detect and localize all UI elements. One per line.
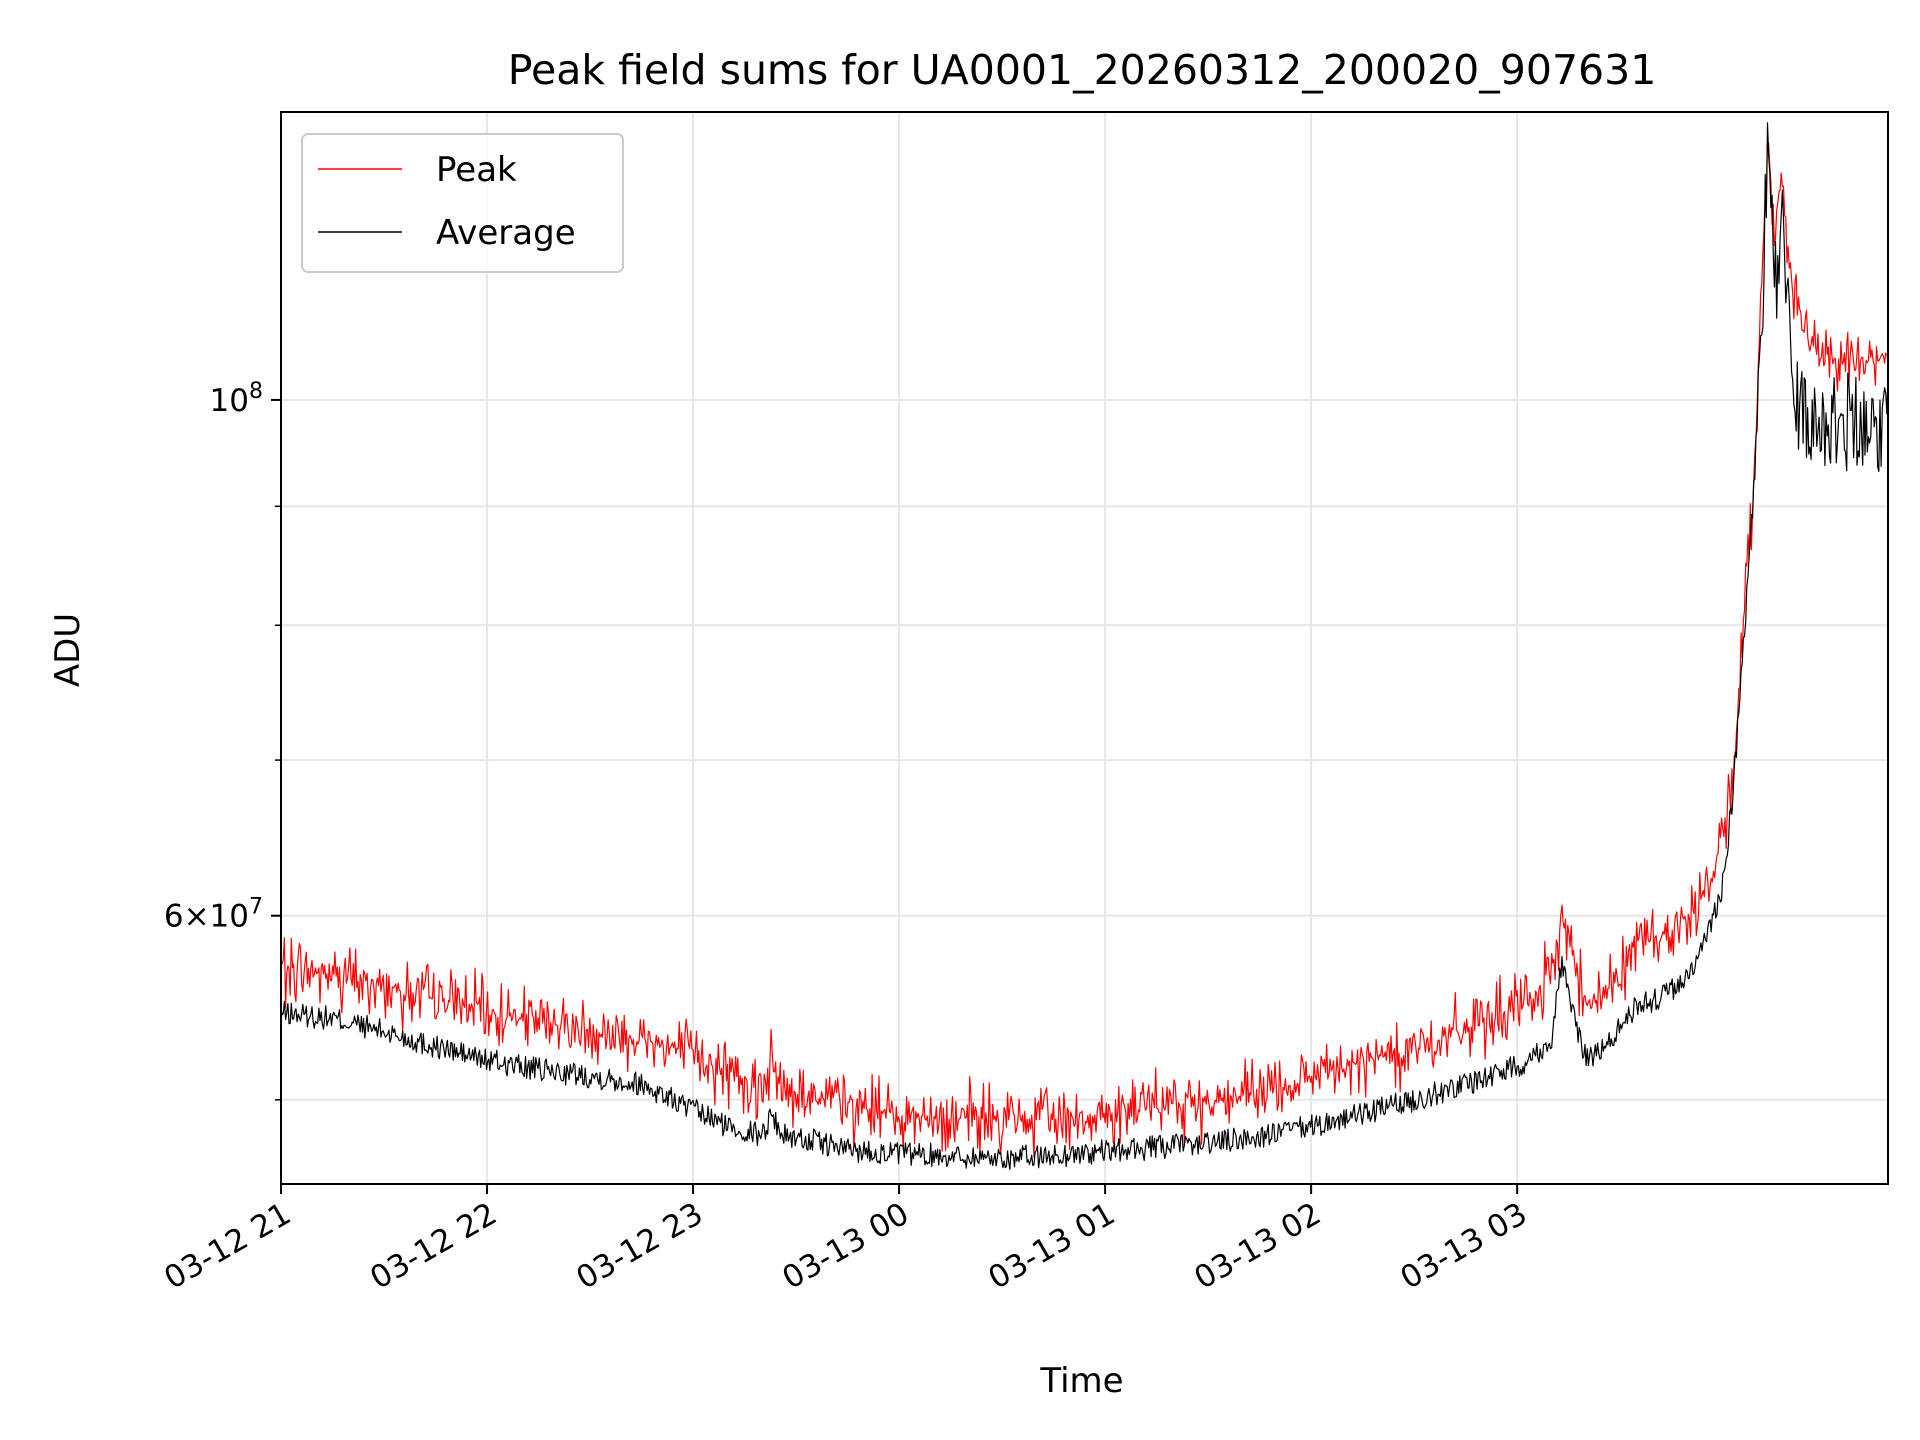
series-line-average — [280, 122, 1889, 1170]
legend-label-average: Average — [436, 213, 576, 253]
y-axis-label: ADU — [48, 613, 88, 687]
y-tick-label: 108 — [210, 379, 263, 419]
series-layer — [280, 122, 1889, 1170]
legend-label-peak: Peak — [436, 150, 517, 190]
x-axis-label: Time — [1039, 1361, 1123, 1401]
plot-frame — [280, 111, 1889, 1185]
y-tick-label: 6×107 — [164, 895, 263, 935]
grid-lines — [280, 112, 1888, 1184]
series-line-peak — [280, 140, 1889, 1158]
chart-title: Peak field sums for UA0001_20260312_2000… — [508, 46, 1657, 94]
legend: Peak Average — [301, 133, 624, 273]
